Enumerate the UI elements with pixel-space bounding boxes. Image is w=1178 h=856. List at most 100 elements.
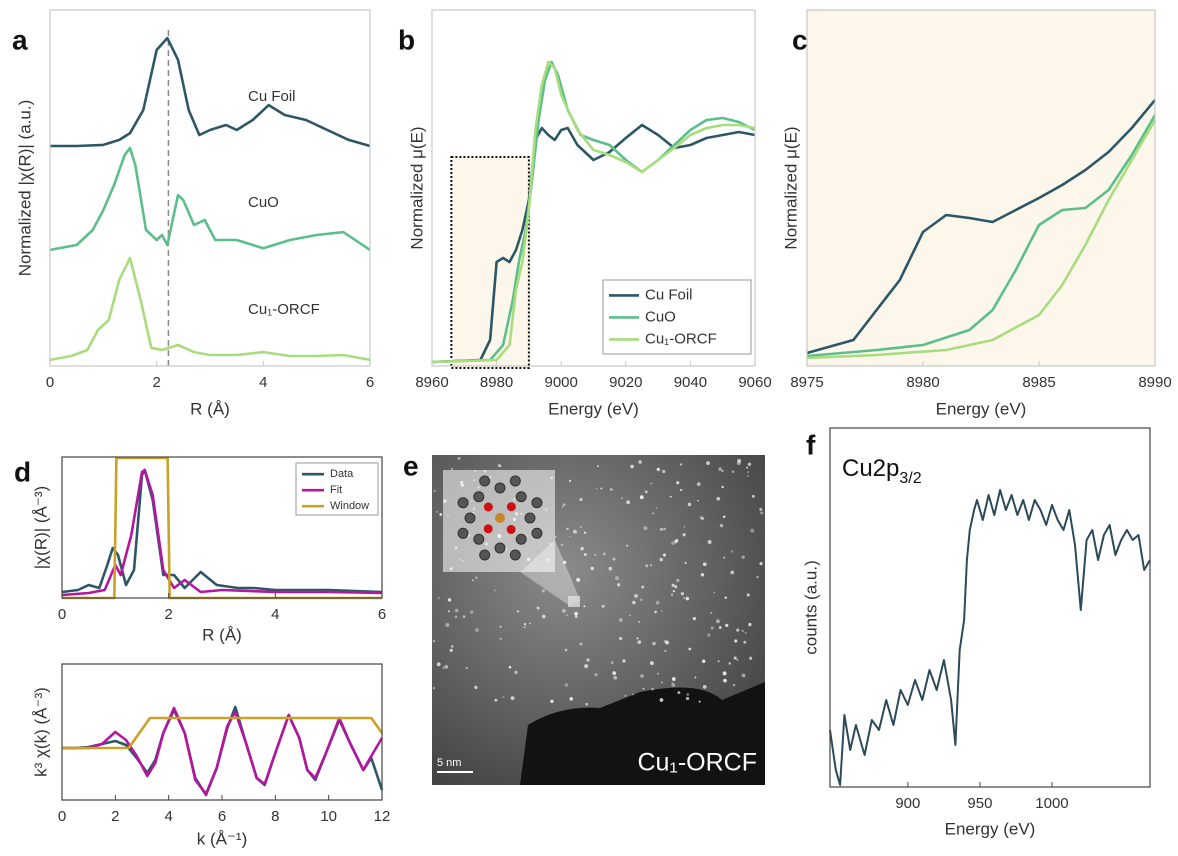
- carbon-atom: [515, 491, 527, 503]
- x-tick-label: 2: [152, 374, 160, 391]
- atom-dot: [638, 621, 640, 623]
- atom-dot: [715, 619, 720, 624]
- carbon-atom: [479, 549, 491, 561]
- atom-dot: [596, 465, 599, 468]
- atom-dot: [654, 610, 657, 614]
- series-line: [49, 146, 371, 252]
- carbon-atom: [464, 512, 476, 524]
- atom-dot: [662, 469, 666, 474]
- x-tick-label: 0: [58, 606, 66, 623]
- atom-dot: [650, 564, 652, 567]
- atom-dot: [590, 566, 594, 571]
- x-tick-label: 900: [895, 795, 920, 812]
- x-tick-label: 6: [366, 374, 374, 391]
- series-line: [806, 114, 1157, 358]
- x-tick-label: 1000: [1035, 795, 1068, 812]
- plot-frame: [829, 427, 1151, 788]
- atom-dot: [719, 524, 724, 528]
- atom-dot: [692, 616, 697, 621]
- legend-label: CuO: [645, 308, 676, 325]
- atom-dot: [437, 597, 440, 599]
- atom-dot: [722, 671, 727, 676]
- image-label: Cu₁-ORCF: [637, 749, 757, 777]
- annotation-main: Cu2p: [842, 455, 899, 482]
- atom-dot: [494, 589, 496, 592]
- atom-dot: [685, 696, 690, 701]
- atom-dot: [679, 488, 683, 492]
- atom-dot: [629, 614, 631, 617]
- atom-dot: [718, 626, 722, 629]
- atom-dot: [442, 667, 445, 670]
- atom-dot: [743, 640, 747, 644]
- atom-dot: [566, 614, 568, 616]
- atom-dot: [642, 687, 645, 690]
- atom-dot: [637, 640, 642, 644]
- atom-dot: [626, 500, 630, 505]
- atom-dot: [751, 494, 755, 498]
- atom-dot: [617, 582, 621, 587]
- atom-dot: [573, 529, 577, 534]
- series-label: Cu Foil: [248, 88, 296, 105]
- atom-dot: [680, 592, 685, 596]
- atom-dot: [510, 696, 515, 701]
- atom-dot: [640, 674, 644, 678]
- atom-dot: [683, 597, 685, 599]
- atom-dot: [730, 570, 735, 575]
- atom-dot: [707, 540, 712, 545]
- atom-dot: [465, 666, 468, 670]
- x-axis-label: R (Å): [190, 399, 230, 418]
- stem-image: 5 nm Cu₁-ORCF e: [403, 450, 765, 785]
- atom-dot: [716, 496, 721, 501]
- atom-dot: [594, 673, 598, 677]
- atom-dot: [660, 610, 663, 612]
- atom-dot: [698, 700, 701, 703]
- plot-area: [50, 10, 370, 366]
- oxygen-atom: [506, 502, 516, 512]
- atom-dot: [696, 482, 701, 487]
- y-axis-label: Normalized μ(E): [781, 126, 800, 249]
- atom-dot: [697, 499, 699, 502]
- atom-dot: [748, 622, 752, 627]
- series-line: [829, 489, 1151, 786]
- plot-area: [830, 428, 1150, 787]
- atom-dot: [436, 662, 441, 667]
- atom-dot: [444, 665, 449, 669]
- x-tick-label: 4: [271, 606, 279, 623]
- atom-dot: [688, 647, 692, 651]
- atom-dot: [594, 553, 597, 556]
- carbon-atom: [473, 491, 485, 503]
- atom-dot: [659, 557, 663, 562]
- atom-dot: [586, 658, 590, 662]
- atom-dot: [741, 555, 745, 559]
- atom-dot: [702, 562, 707, 567]
- atom-dot: [602, 552, 606, 556]
- atom-dot: [579, 497, 583, 502]
- atom-dot: [620, 497, 623, 500]
- atom-dot: [655, 600, 660, 605]
- carbon-atom: [524, 512, 536, 524]
- atom-dot: [671, 683, 676, 687]
- atom-dot: [536, 606, 540, 610]
- atom-dot: [670, 593, 674, 596]
- atom-dot: [524, 623, 527, 626]
- atom-dot: [528, 622, 531, 625]
- atom-dot: [672, 677, 676, 681]
- atom-dot: [736, 461, 741, 466]
- x-tick-label: 4: [164, 808, 172, 825]
- atom-dot: [499, 637, 502, 640]
- atom-dot: [576, 577, 581, 582]
- atom-dot: [674, 585, 678, 589]
- atom-dot: [508, 665, 512, 669]
- carbon-atom: [531, 527, 543, 539]
- oxygen-atom: [483, 502, 493, 512]
- atom-dot: [733, 656, 737, 660]
- plot-area: [807, 10, 1155, 366]
- atom-dot: [721, 469, 724, 472]
- atom-dot: [684, 561, 687, 564]
- atom-dot: [568, 479, 572, 482]
- atom-dot: [699, 515, 704, 520]
- atom-dot: [469, 610, 474, 614]
- x-tick-label: 950: [967, 795, 992, 812]
- atom-dot: [649, 661, 654, 666]
- x-tick-label: 8990: [1138, 374, 1171, 391]
